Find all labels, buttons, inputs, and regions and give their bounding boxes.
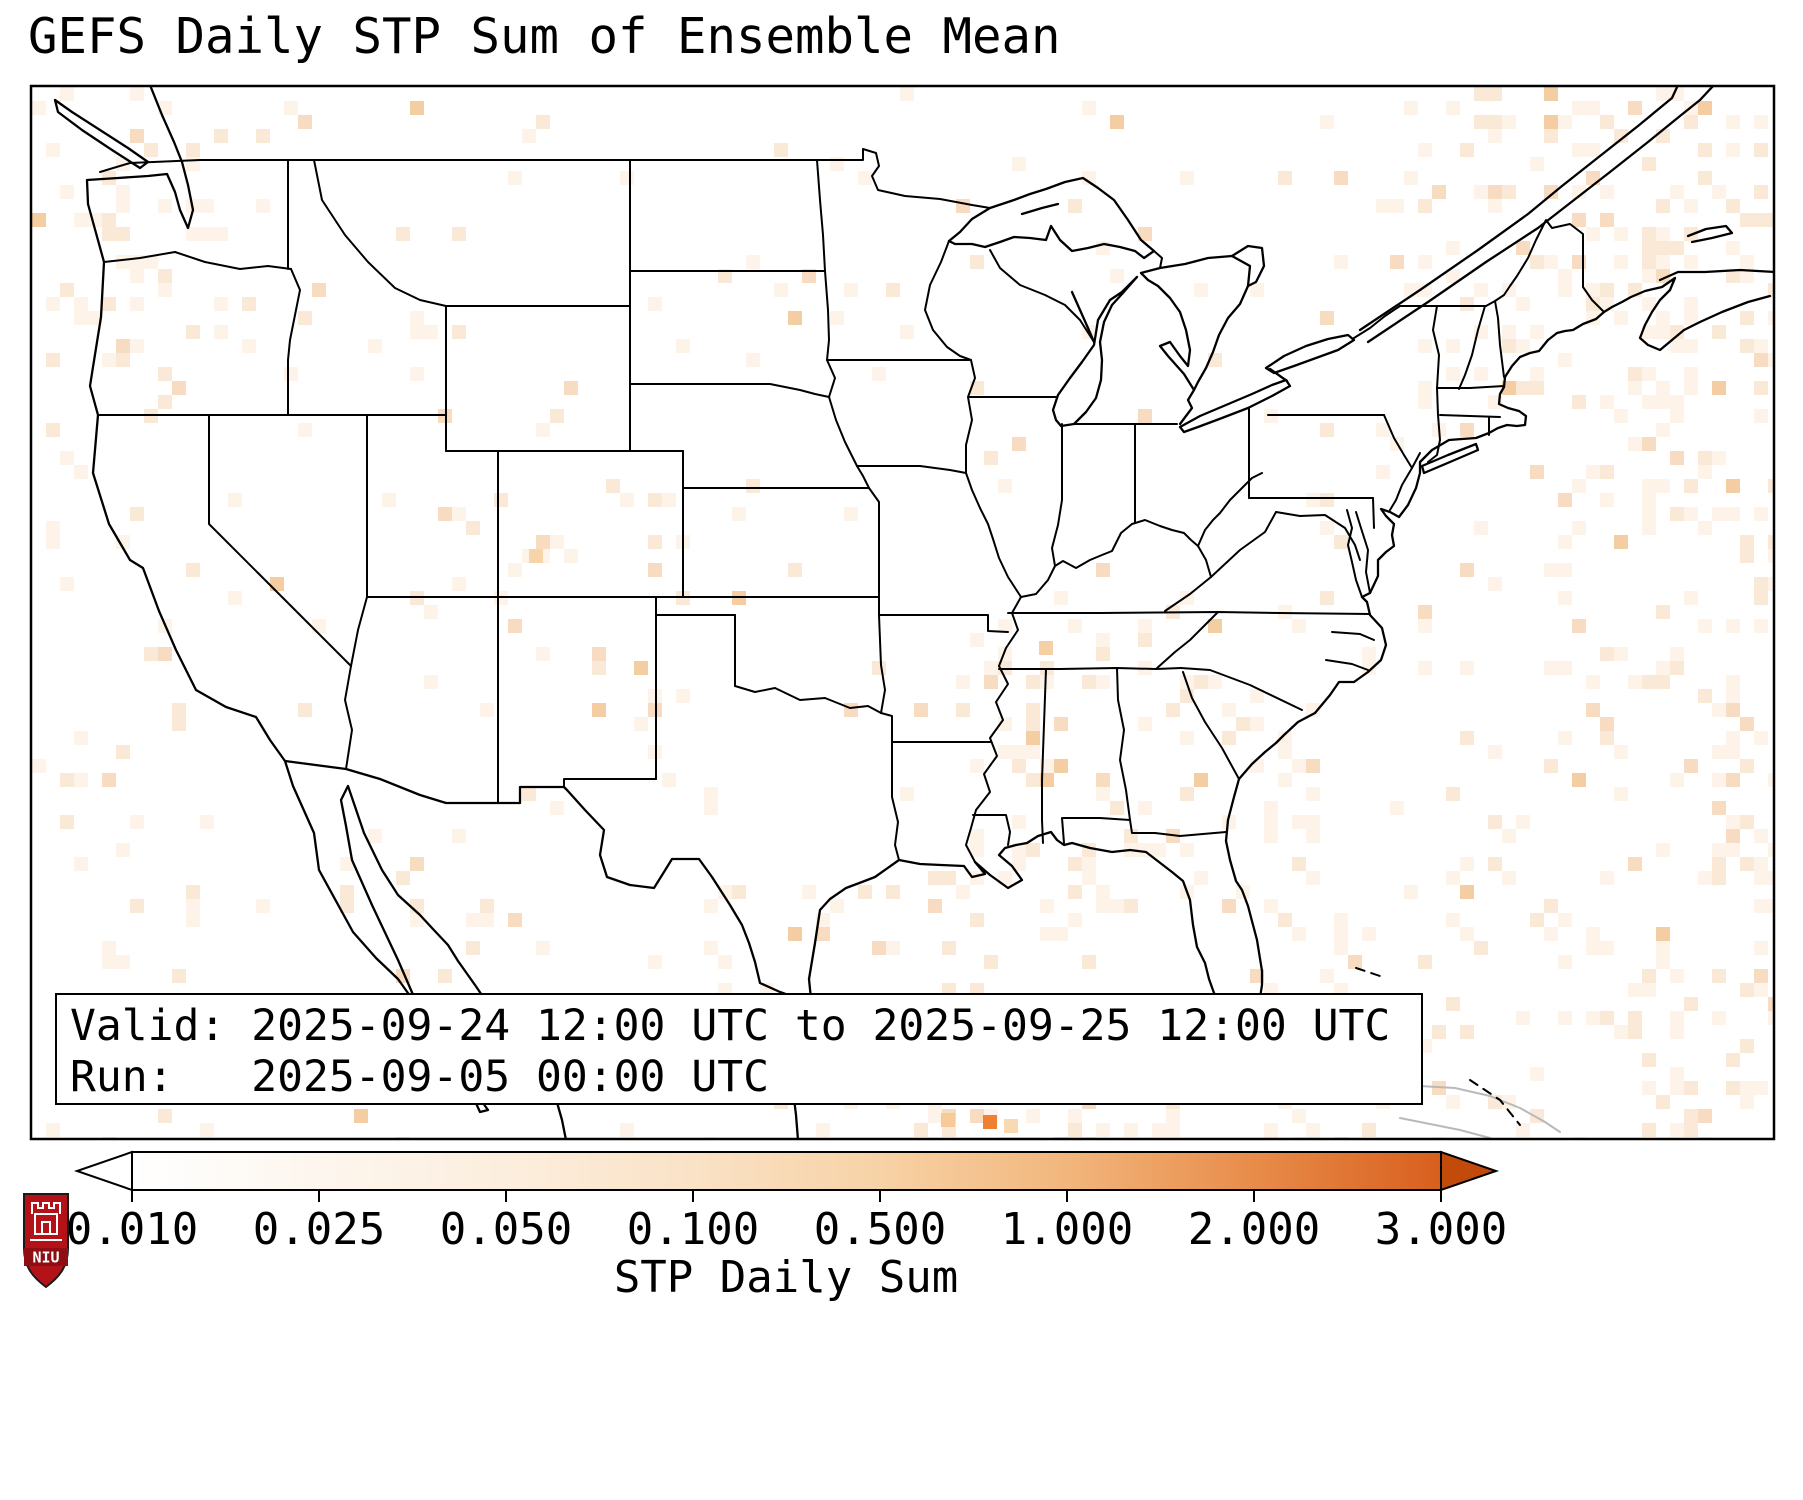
colorbar-tick-labels: 0.010 0.025 0.050 0.100 0.500 1.000 2.000 3.000 xyxy=(66,1204,1507,1255)
map-frame xyxy=(29,84,1776,1141)
coastlines xyxy=(53,87,1773,1138)
colorbar-tick-label: 0.010 xyxy=(66,1204,198,1255)
colorbar-tick-label: 2.000 xyxy=(1188,1204,1320,1255)
valid-time-text: Valid: 2025-09-24 12:00 UTC to 2025-09-2… xyxy=(70,1001,1391,1051)
map-linework xyxy=(53,87,1773,1138)
state-borders xyxy=(97,148,1605,863)
colorbar-ticks xyxy=(131,1190,1442,1202)
castle-icon xyxy=(30,1202,62,1241)
colorbar-tick-label: 1.000 xyxy=(1001,1204,1133,1255)
colorbar-over-arrow xyxy=(1440,1150,1500,1192)
colorbar: 0.010 0.025 0.050 0.100 0.500 1.000 2.000 3.000 xyxy=(66,1150,1507,1255)
colorbar-under-arrow xyxy=(73,1150,133,1192)
logo-text: NIU xyxy=(32,1249,59,1267)
validity-info-box: Valid: 2025-09-24 12:00 UTC to 2025-09-2… xyxy=(55,993,1423,1105)
colorbar-tick-label: 0.050 xyxy=(440,1204,572,1255)
colorbar-tick-label: 0.500 xyxy=(814,1204,946,1255)
colorbar-tick-label: 0.025 xyxy=(253,1204,385,1255)
niu-logo: NIU xyxy=(23,1193,69,1289)
stp-shading xyxy=(32,87,1773,1138)
page-title: GEFS Daily STP Sum of Ensemble Mean xyxy=(28,8,1061,65)
colorbar-tick-label: 3.000 xyxy=(1375,1204,1507,1255)
colorbar-gradient xyxy=(131,1151,1442,1191)
logo-band xyxy=(24,1248,68,1266)
run-time-text: Run: 2025-09-05 00:00 UTC xyxy=(70,1051,769,1102)
colorbar-label: STP Daily Sum xyxy=(613,1252,959,1303)
colorbar-tick-label: 0.100 xyxy=(627,1204,759,1255)
